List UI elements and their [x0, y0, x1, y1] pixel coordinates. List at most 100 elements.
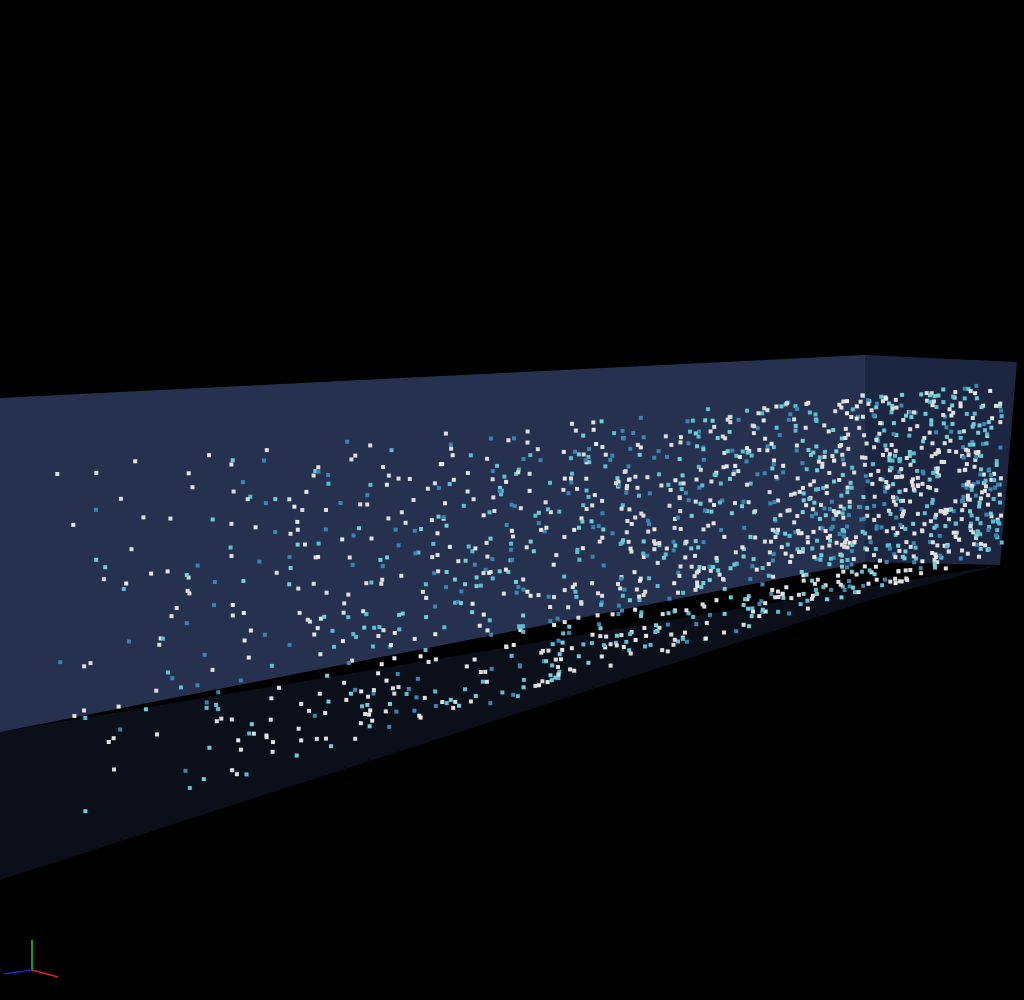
particle	[345, 439, 350, 444]
particle	[897, 548, 902, 553]
particle	[921, 439, 925, 444]
particle	[707, 578, 712, 582]
particle	[863, 531, 868, 536]
particle	[872, 517, 877, 522]
particle	[274, 570, 279, 575]
particle	[617, 483, 622, 488]
particle	[898, 522, 903, 527]
particle	[369, 536, 374, 541]
particle	[681, 590, 686, 595]
particle	[697, 429, 701, 434]
particle	[263, 501, 268, 506]
particle	[826, 429, 831, 434]
particle	[610, 612, 615, 617]
particle	[600, 535, 605, 540]
particle	[253, 525, 258, 530]
particle	[756, 411, 761, 416]
particle	[591, 525, 596, 530]
particle	[311, 473, 316, 478]
particle	[399, 510, 404, 515]
particle	[634, 587, 639, 592]
particle	[363, 712, 368, 716]
particle	[659, 483, 664, 488]
particle	[680, 473, 685, 478]
particle	[350, 658, 354, 663]
particle	[556, 665, 560, 669]
particle	[960, 548, 964, 553]
particle	[292, 504, 297, 509]
particle	[540, 648, 545, 653]
particle	[871, 413, 876, 418]
particle	[888, 511, 893, 516]
particle	[212, 603, 216, 608]
particle	[311, 581, 316, 586]
particle	[663, 434, 668, 439]
particle	[489, 632, 494, 637]
particle	[830, 524, 835, 529]
particle	[542, 529, 547, 534]
particle	[728, 420, 733, 425]
particle	[949, 429, 954, 434]
particle	[509, 528, 514, 533]
particle	[654, 623, 658, 628]
particle	[552, 623, 557, 627]
particle	[983, 478, 988, 483]
particle	[968, 524, 973, 529]
particle	[993, 485, 998, 490]
particle	[684, 539, 689, 544]
particle	[891, 499, 896, 504]
particle	[814, 556, 819, 561]
particles	[55, 383, 1004, 814]
particle	[978, 546, 983, 551]
particle	[936, 448, 941, 453]
particle	[854, 404, 859, 409]
particle	[872, 445, 877, 450]
particle	[984, 441, 989, 446]
particle	[974, 533, 979, 538]
particle	[841, 569, 846, 574]
particle	[728, 595, 733, 600]
particle	[686, 611, 691, 616]
particle	[933, 552, 938, 557]
particle	[242, 638, 247, 643]
particle	[732, 469, 737, 474]
particle	[621, 538, 626, 543]
particle	[850, 407, 855, 412]
particle	[817, 516, 822, 521]
particle	[973, 450, 978, 455]
particle	[965, 551, 970, 556]
particle	[692, 574, 697, 579]
particle	[608, 642, 613, 647]
particle	[668, 488, 673, 492]
particle	[891, 432, 896, 436]
particle	[685, 419, 690, 424]
particle	[849, 415, 854, 419]
particle	[991, 497, 996, 501]
particle	[746, 594, 751, 599]
particle	[861, 516, 866, 521]
particle	[703, 636, 708, 641]
particle	[368, 708, 373, 713]
particle	[371, 688, 376, 693]
particle	[576, 525, 581, 530]
particle	[383, 709, 388, 714]
particle	[894, 405, 899, 410]
particle	[701, 527, 706, 532]
particle	[506, 438, 511, 443]
particle	[616, 479, 621, 484]
particle	[706, 407, 710, 412]
particle	[229, 462, 234, 467]
particle	[839, 493, 844, 498]
particle	[379, 581, 384, 586]
particle	[912, 410, 916, 415]
particle	[719, 528, 724, 532]
particle	[671, 642, 676, 647]
particle	[318, 616, 323, 621]
particle	[388, 702, 392, 706]
particle	[661, 555, 666, 560]
particle	[834, 540, 839, 545]
particle	[767, 550, 772, 555]
particle	[936, 393, 941, 398]
particle	[557, 509, 562, 514]
particle	[518, 628, 523, 633]
